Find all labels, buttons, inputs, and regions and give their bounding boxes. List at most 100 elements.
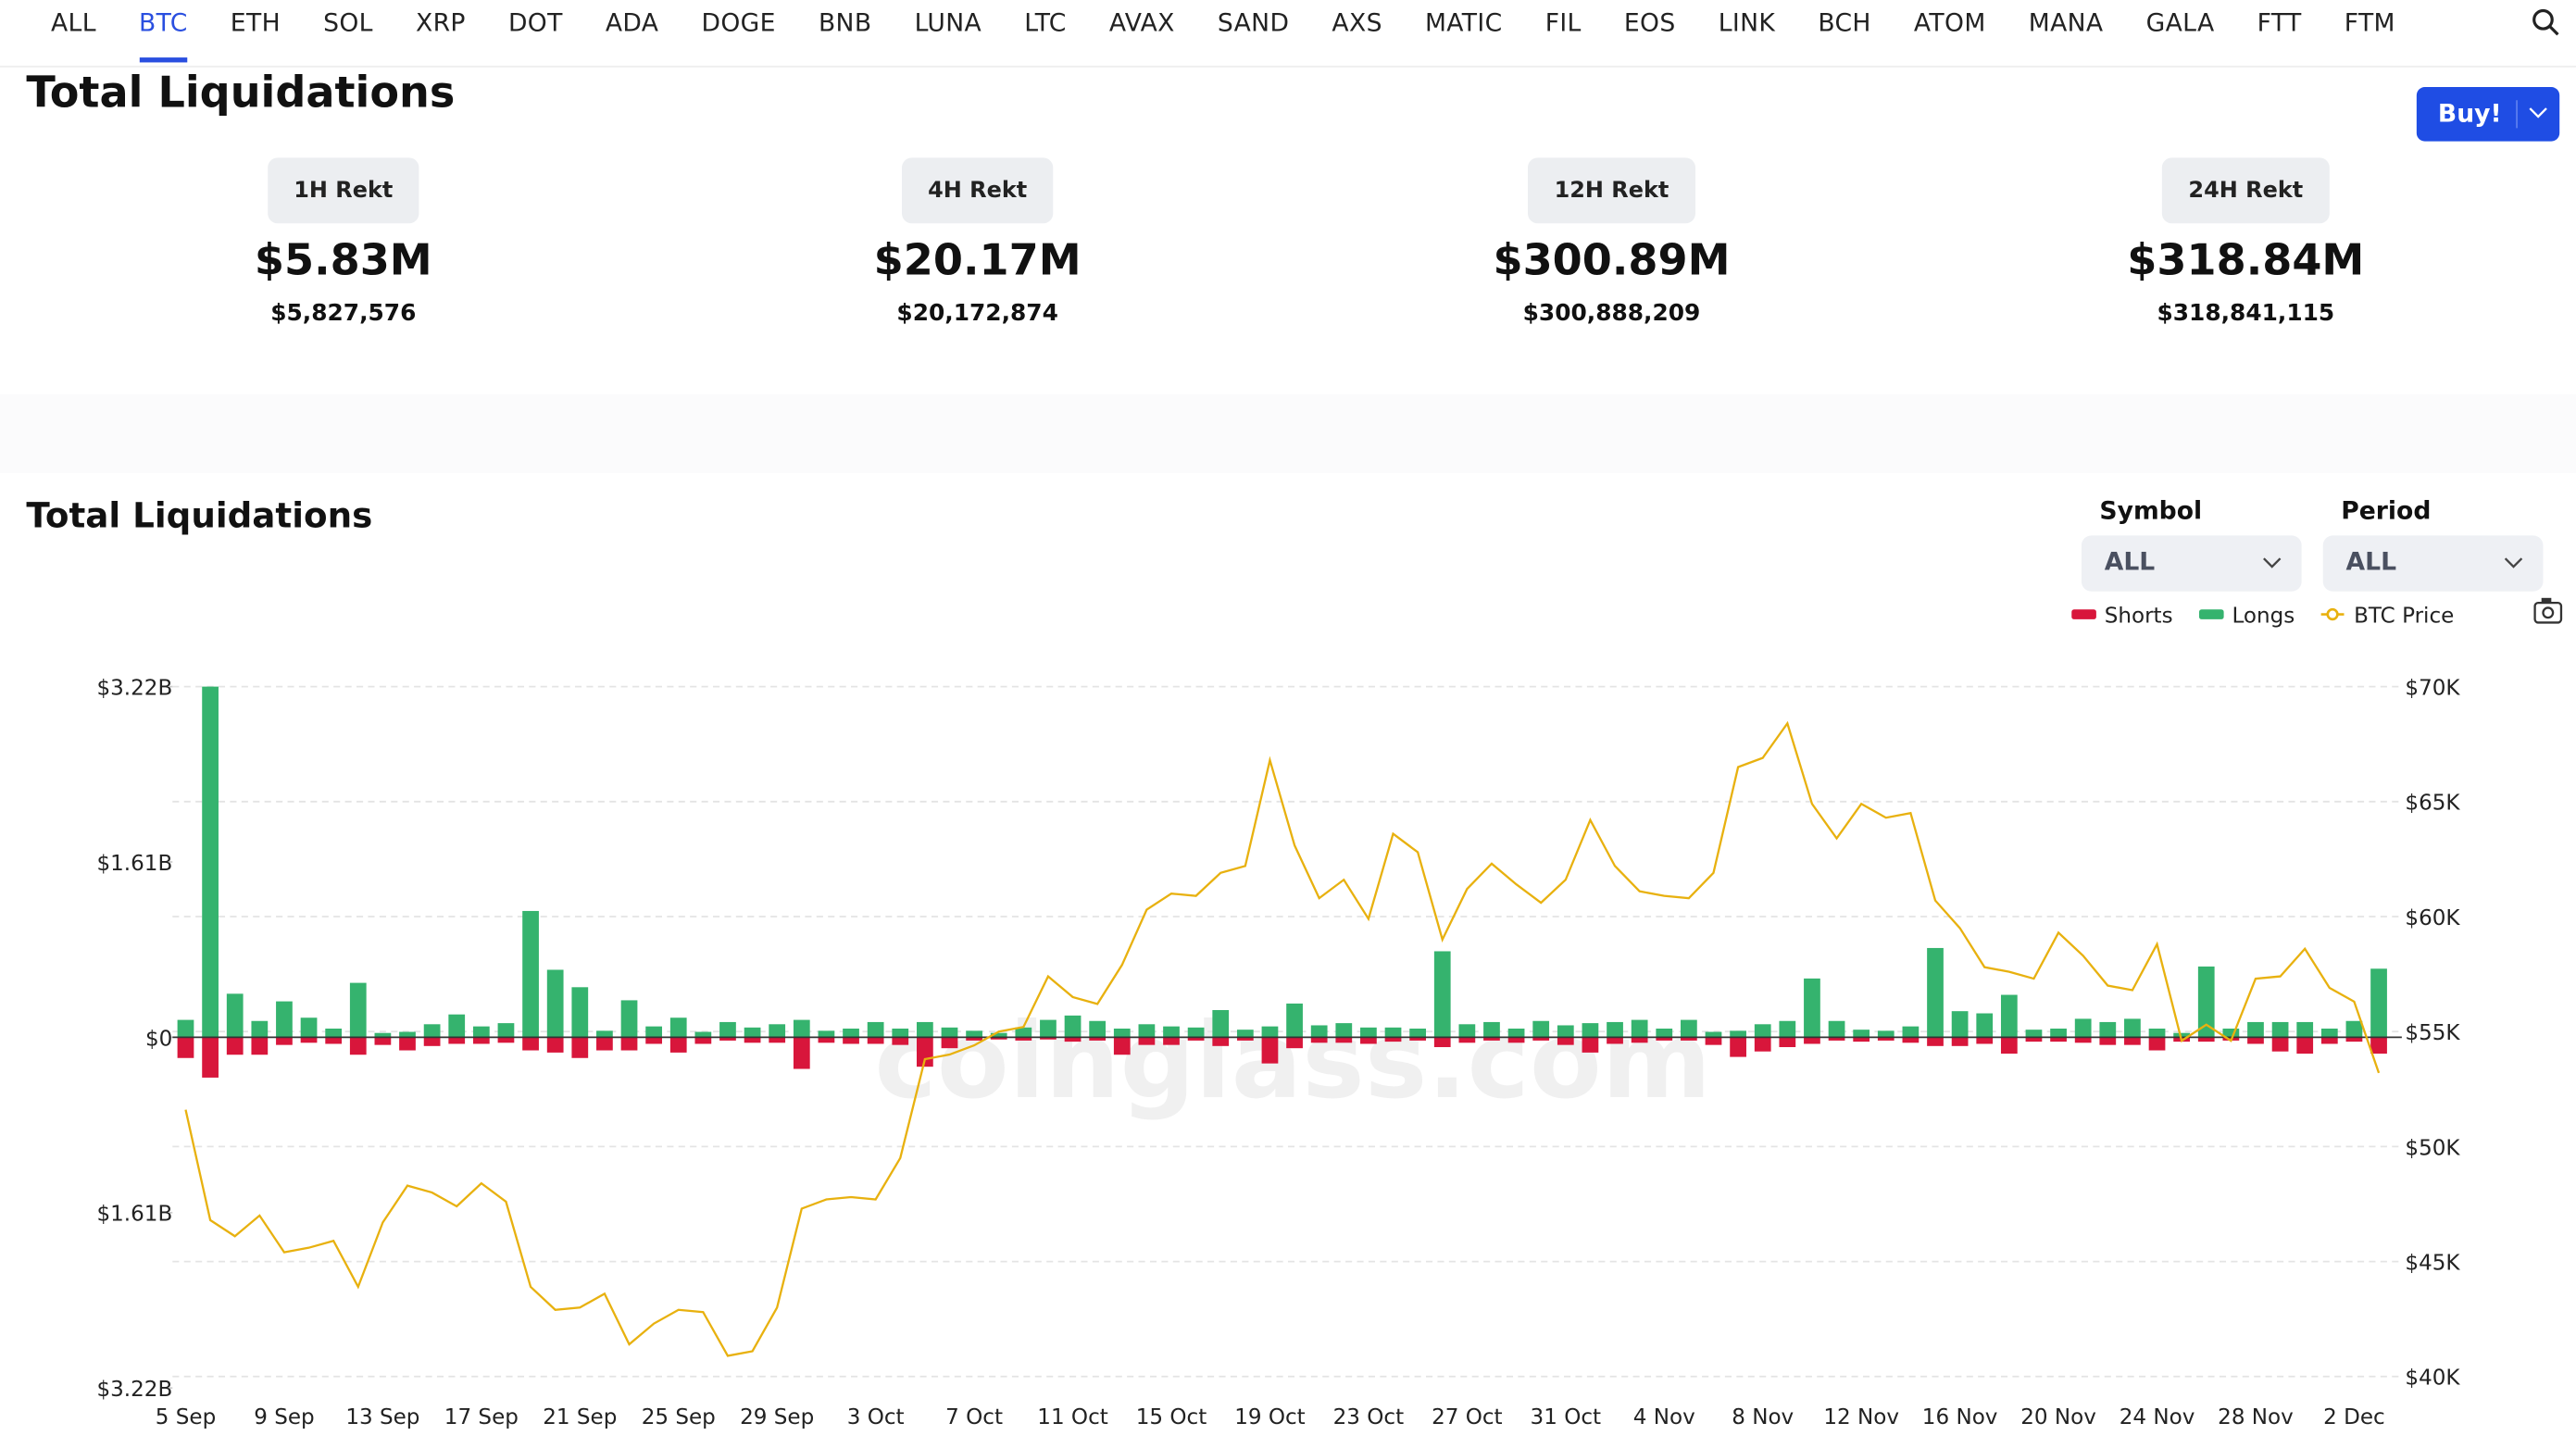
stat-value: $20.17M (873, 236, 1082, 286)
tab[interactable]: XRP (415, 7, 466, 38)
price-line (184, 720, 2381, 1357)
x-tick-label: 23 Oct (1333, 1405, 1405, 1429)
legend-item[interactable]: BTC Price (2320, 604, 2455, 628)
x-tick-label: 19 Oct (1234, 1405, 1306, 1429)
tab[interactable]: LUNA (914, 7, 982, 38)
tab[interactable]: FIL (1544, 7, 1582, 38)
bar (2148, 1028, 2166, 1038)
symbol-select[interactable]: ALL (2081, 535, 2302, 592)
legend-item[interactable]: Longs (2198, 604, 2295, 628)
bar (892, 1028, 909, 1038)
bar (1015, 1027, 1032, 1038)
x-tick-label: 15 Oct (1136, 1405, 1207, 1429)
tab[interactable]: LTC (1024, 7, 1067, 38)
bar (522, 910, 539, 1038)
search-icon[interactable] (2530, 6, 2562, 39)
symbol-value[interactable]: ALL (2104, 546, 2156, 577)
buy-button[interactable]: Buy! (2416, 87, 2560, 142)
y2-tick-label: $50K (2405, 1136, 2460, 1160)
tab[interactable]: EOS (1623, 7, 1676, 38)
legend-label: Shorts (2105, 604, 2173, 628)
x-tick-label: 16 Nov (1922, 1405, 1998, 1429)
bar (546, 1037, 564, 1053)
bar (1360, 1027, 1377, 1038)
period-value[interactable]: ALL (2345, 546, 2397, 577)
stat-label[interactable]: 12H Rekt (1528, 157, 1695, 224)
bar (620, 1037, 638, 1051)
stat-label[interactable]: 1H Rekt (267, 157, 419, 224)
bar (1458, 1037, 1476, 1043)
period-label: Period (2341, 495, 2432, 526)
bar (694, 1037, 712, 1044)
bar (1483, 1037, 1500, 1041)
bar (1236, 1037, 1254, 1041)
bar (1261, 1026, 1279, 1038)
bar (793, 1037, 810, 1069)
bar (2320, 1037, 2338, 1044)
bar (2000, 994, 2018, 1038)
bar (1507, 1037, 1525, 1043)
bar (818, 1037, 835, 1043)
stat-label[interactable]: 24H Rekt (2162, 157, 2330, 224)
stat-exact: $5,827,576 (270, 300, 417, 328)
bar (571, 1037, 589, 1058)
y2-tick-label: $45K (2405, 1251, 2460, 1275)
x-tick-label: 4 Nov (1633, 1405, 1695, 1429)
tab[interactable]: MANA (2028, 7, 2104, 38)
x-tick-label: 28 Nov (2218, 1405, 2294, 1429)
stat-label[interactable]: 4H Rekt (901, 157, 1054, 224)
tab[interactable]: ATOM (1913, 7, 1986, 38)
bar (2173, 1032, 2191, 1038)
bar (1409, 1037, 1427, 1041)
tab[interactable]: FTT (2257, 7, 2302, 38)
bar (1064, 1037, 1082, 1042)
tab[interactable]: ALL (51, 7, 96, 38)
bar (1902, 1037, 1919, 1043)
bar (1138, 1024, 1156, 1038)
tab[interactable]: BTC (139, 0, 188, 63)
bar (1779, 1020, 1796, 1038)
tab[interactable]: LINK (1718, 7, 1776, 38)
y-tick-label: $1.61B (96, 1203, 172, 1227)
tab[interactable]: BNB (818, 7, 872, 38)
stat-card: 1H Rekt $5.83M $5,827,576 (26, 157, 660, 327)
tab[interactable]: BCH (1818, 7, 1871, 38)
bar (472, 1037, 490, 1044)
bar (1754, 1024, 1771, 1038)
bar (2124, 1018, 2141, 1038)
bar (448, 1037, 466, 1044)
buy-label[interactable]: Buy! (2437, 98, 2502, 129)
bar (966, 1037, 982, 1041)
chevron (2263, 557, 2282, 568)
bar (1458, 1024, 1476, 1038)
period-select[interactable]: ALL (2322, 535, 2544, 592)
tab[interactable]: DOGE (701, 7, 776, 38)
tab[interactable]: ETH (230, 7, 281, 38)
bar (1631, 1037, 1648, 1043)
symbol-tabs: ALL BTC ETH SOL XRP DOT ADA DOGE BNB LUNA LTC AVAX S… (30, 0, 2417, 66)
camera-icon[interactable] (2533, 597, 2563, 624)
tab[interactable]: ADA (605, 7, 659, 38)
bar (1187, 1037, 1205, 1041)
legend-item[interactable]: Shorts (2071, 604, 2173, 628)
tab[interactable]: AVAX (1108, 7, 1175, 38)
bar (202, 1037, 219, 1078)
bar (1138, 1037, 1156, 1045)
tab[interactable]: GALA (2145, 7, 2215, 38)
tab[interactable]: DOT (507, 7, 563, 38)
bar (1212, 1009, 1230, 1038)
tab[interactable]: SOL (323, 7, 373, 38)
bar (2345, 1037, 2363, 1042)
x-tick-label: 5 Sep (156, 1405, 216, 1429)
symbol-label: Symbol (2099, 495, 2203, 526)
bar (1730, 1030, 1746, 1038)
stat-value: $318.84M (2127, 236, 2365, 286)
bar (1212, 1037, 1230, 1046)
tab[interactable]: SAND (1217, 7, 1290, 38)
tab[interactable]: AXS (1332, 7, 1382, 38)
bar (669, 1037, 687, 1053)
y2-tick-label: $60K (2405, 906, 2460, 930)
tab[interactable]: MATIC (1424, 7, 1503, 38)
tab[interactable]: FTM (2344, 7, 2395, 38)
